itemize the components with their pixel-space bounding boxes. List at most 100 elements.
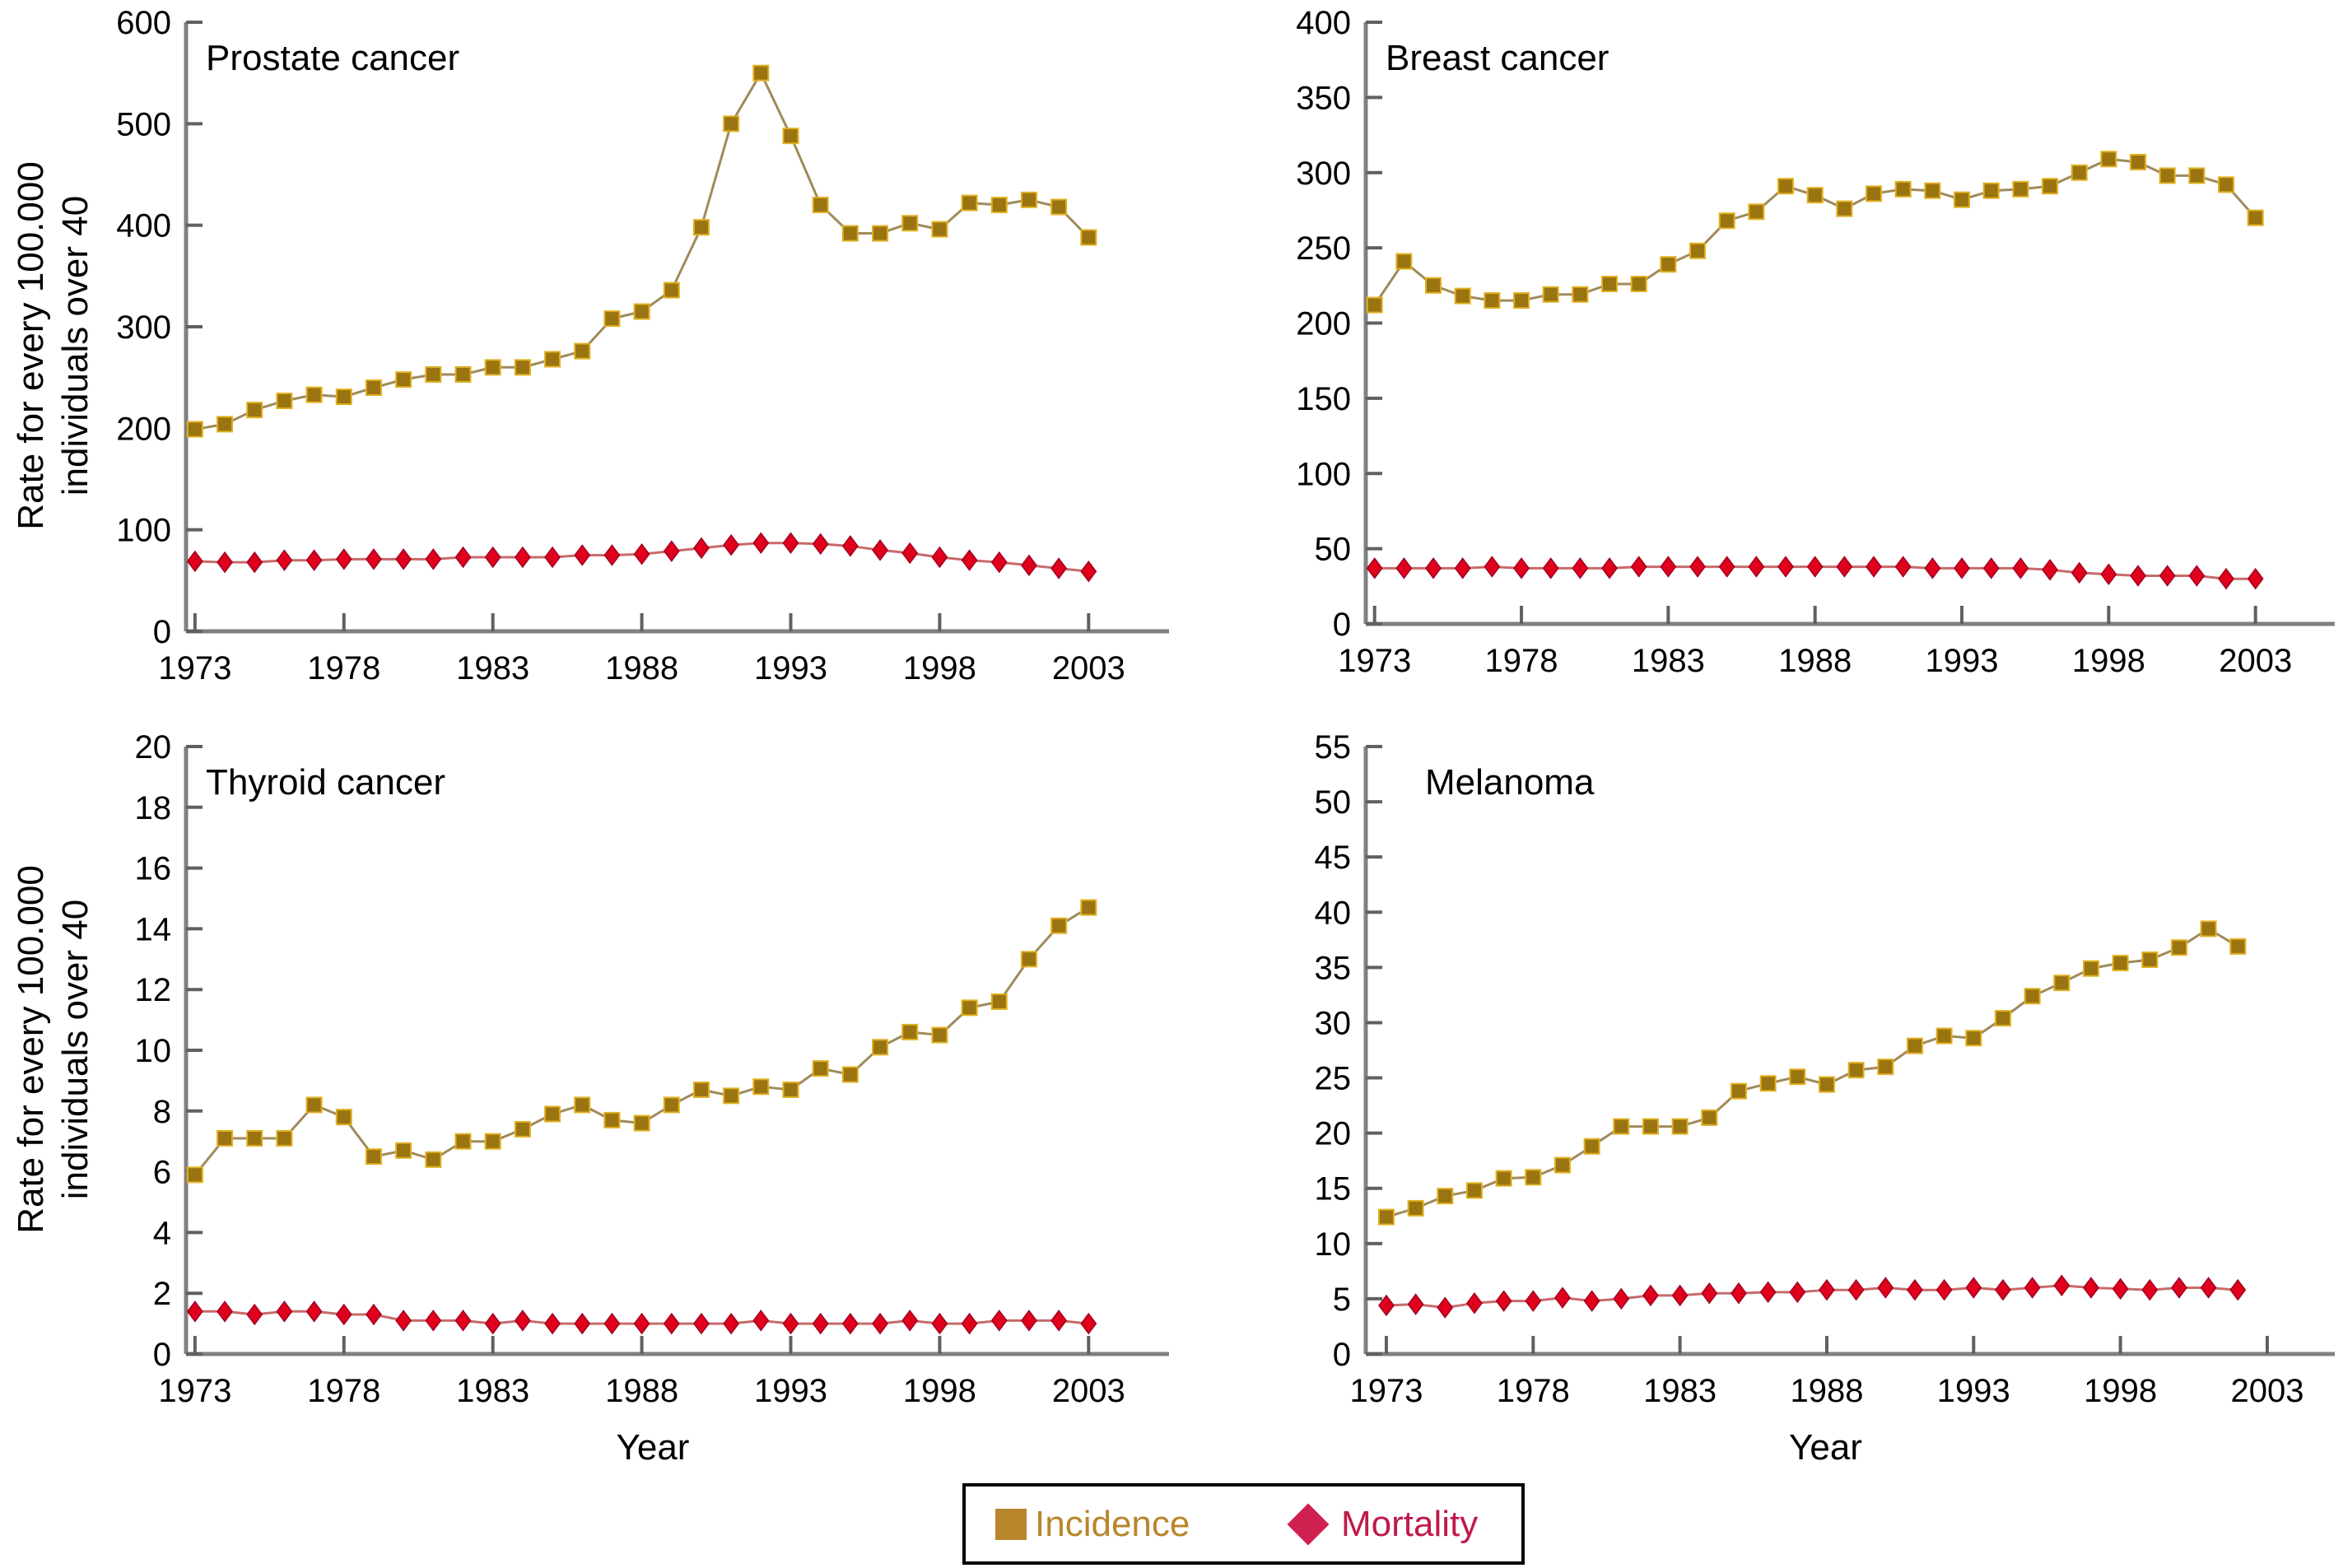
mortality-point (335, 548, 352, 570)
mortality-point (1613, 1287, 1630, 1310)
x-tick-label: 1973 (1338, 643, 1411, 679)
incidence-point (1484, 292, 1501, 309)
mortality-point (901, 1310, 919, 1332)
incidence-point (1847, 1062, 1865, 1079)
mortality-point (1466, 1292, 1483, 1314)
incidence-point (841, 1066, 859, 1083)
incidence-point (395, 371, 412, 389)
incidence-point (1437, 1188, 1454, 1205)
incidence-point (1513, 292, 1530, 309)
mortality-point (1642, 1284, 1659, 1307)
mortality-point (752, 1310, 770, 1332)
legend-item-mortality: Mortality (1287, 1503, 1478, 1545)
incidence-point (1748, 203, 1765, 221)
mortality-point (276, 549, 293, 571)
mortality-point (366, 548, 382, 570)
y-axis-title-line1: Rate for every 100.000 (11, 161, 51, 530)
series-line-mortality (1386, 1284, 2238, 1310)
mortality-point (1050, 1310, 1068, 1332)
incidence-point (454, 1133, 472, 1150)
series-line-incidence (1373, 157, 2257, 306)
y-axis-title-top: Rate for every 100.000 individuals over … (11, 161, 95, 530)
x-tick-label: 1983 (1643, 1373, 1716, 1409)
incidence-point (2071, 164, 2088, 181)
incidence-point (276, 1130, 293, 1147)
series-mortality (1366, 556, 2264, 590)
series-incidence (186, 64, 1097, 438)
mortality-point (663, 1312, 680, 1335)
mortality-point (1907, 1278, 1923, 1301)
incidence-point (2012, 180, 2029, 198)
mortality-point (2130, 565, 2146, 587)
mortality-point (633, 1312, 650, 1335)
y-tick-label: 400 (116, 208, 171, 244)
mortality-point (693, 1312, 710, 1335)
y-tick-label: 150 (1296, 381, 1351, 417)
incidence-point (484, 1133, 501, 1150)
incidence-point (1542, 286, 1559, 303)
incidence-point (1553, 1156, 1571, 1174)
incidence-point (425, 365, 442, 383)
incidence-point (514, 359, 531, 376)
legend-item-incidence: Incidence (995, 1504, 1190, 1545)
x-tick-label: 1993 (754, 1373, 827, 1409)
x-tick-label: 1978 (1497, 1373, 1570, 1409)
x-tick-label: 1973 (158, 650, 231, 686)
incidence-point (1601, 275, 1619, 292)
mortality-point (186, 550, 203, 573)
incidence-point (1994, 1010, 2011, 1027)
mortality-point (2100, 563, 2117, 585)
incidence-point (901, 215, 919, 232)
mortality-point (335, 1303, 352, 1326)
mortality-point (931, 546, 948, 569)
y-tick-label: 4 (153, 1215, 171, 1251)
mortality-point (2188, 565, 2206, 587)
mortality-point (366, 1303, 382, 1326)
x-tick-label: 1978 (1485, 643, 1558, 679)
incidence-point (663, 281, 680, 299)
y-tick-label: 50 (1315, 784, 1352, 821)
incidence-point (990, 197, 1008, 213)
mortality-point (395, 548, 412, 570)
mortality-point (841, 1312, 859, 1335)
incidence-point (246, 1130, 263, 1147)
incidence-point (692, 1081, 710, 1098)
x-tick-label: 1998 (903, 650, 976, 686)
mortality-point (276, 1300, 293, 1323)
incidence-point (1924, 182, 1941, 199)
x-tick-label: 1983 (456, 650, 529, 686)
x-tick-label: 2003 (2230, 1373, 2303, 1409)
mortality-point (723, 1312, 740, 1335)
mortality-point (1671, 1284, 1689, 1307)
incidence-point (335, 1109, 352, 1126)
incidence-point (2100, 151, 2117, 168)
y-tick-label: 500 (116, 106, 171, 142)
incidence-point (395, 1142, 412, 1159)
mortality-point (663, 540, 680, 562)
incidence-point (1020, 951, 1037, 968)
y-tick-label: 6 (153, 1155, 171, 1191)
mortality-point (723, 533, 740, 556)
mortality-point (2171, 1277, 2187, 1299)
mortality-point (1080, 560, 1097, 583)
y-tick-label: 400 (1296, 5, 1351, 41)
incidence-point (186, 1166, 203, 1184)
y-tick-label: 35 (1315, 950, 1352, 986)
incidence-point (1965, 1030, 1982, 1047)
x-tick-label: 2003 (1052, 650, 1125, 686)
mortality-point (752, 532, 770, 554)
mortality-point (901, 542, 919, 565)
y-tick-label: 55 (1315, 729, 1352, 765)
series-mortality (186, 1300, 1097, 1335)
x-tick-label: 1978 (307, 1373, 380, 1409)
incidence-point (782, 128, 799, 145)
mortality-point (2159, 565, 2176, 587)
incidence-point (2218, 176, 2235, 193)
y-tick-label: 0 (153, 1337, 171, 1373)
incidence-point (2159, 167, 2176, 184)
mortality-point (1718, 556, 1735, 578)
mortality-point (1954, 557, 1970, 579)
square-marker-icon (995, 1508, 1027, 1540)
y-tick-label: 250 (1296, 230, 1351, 267)
mortality-point (1630, 556, 1647, 578)
